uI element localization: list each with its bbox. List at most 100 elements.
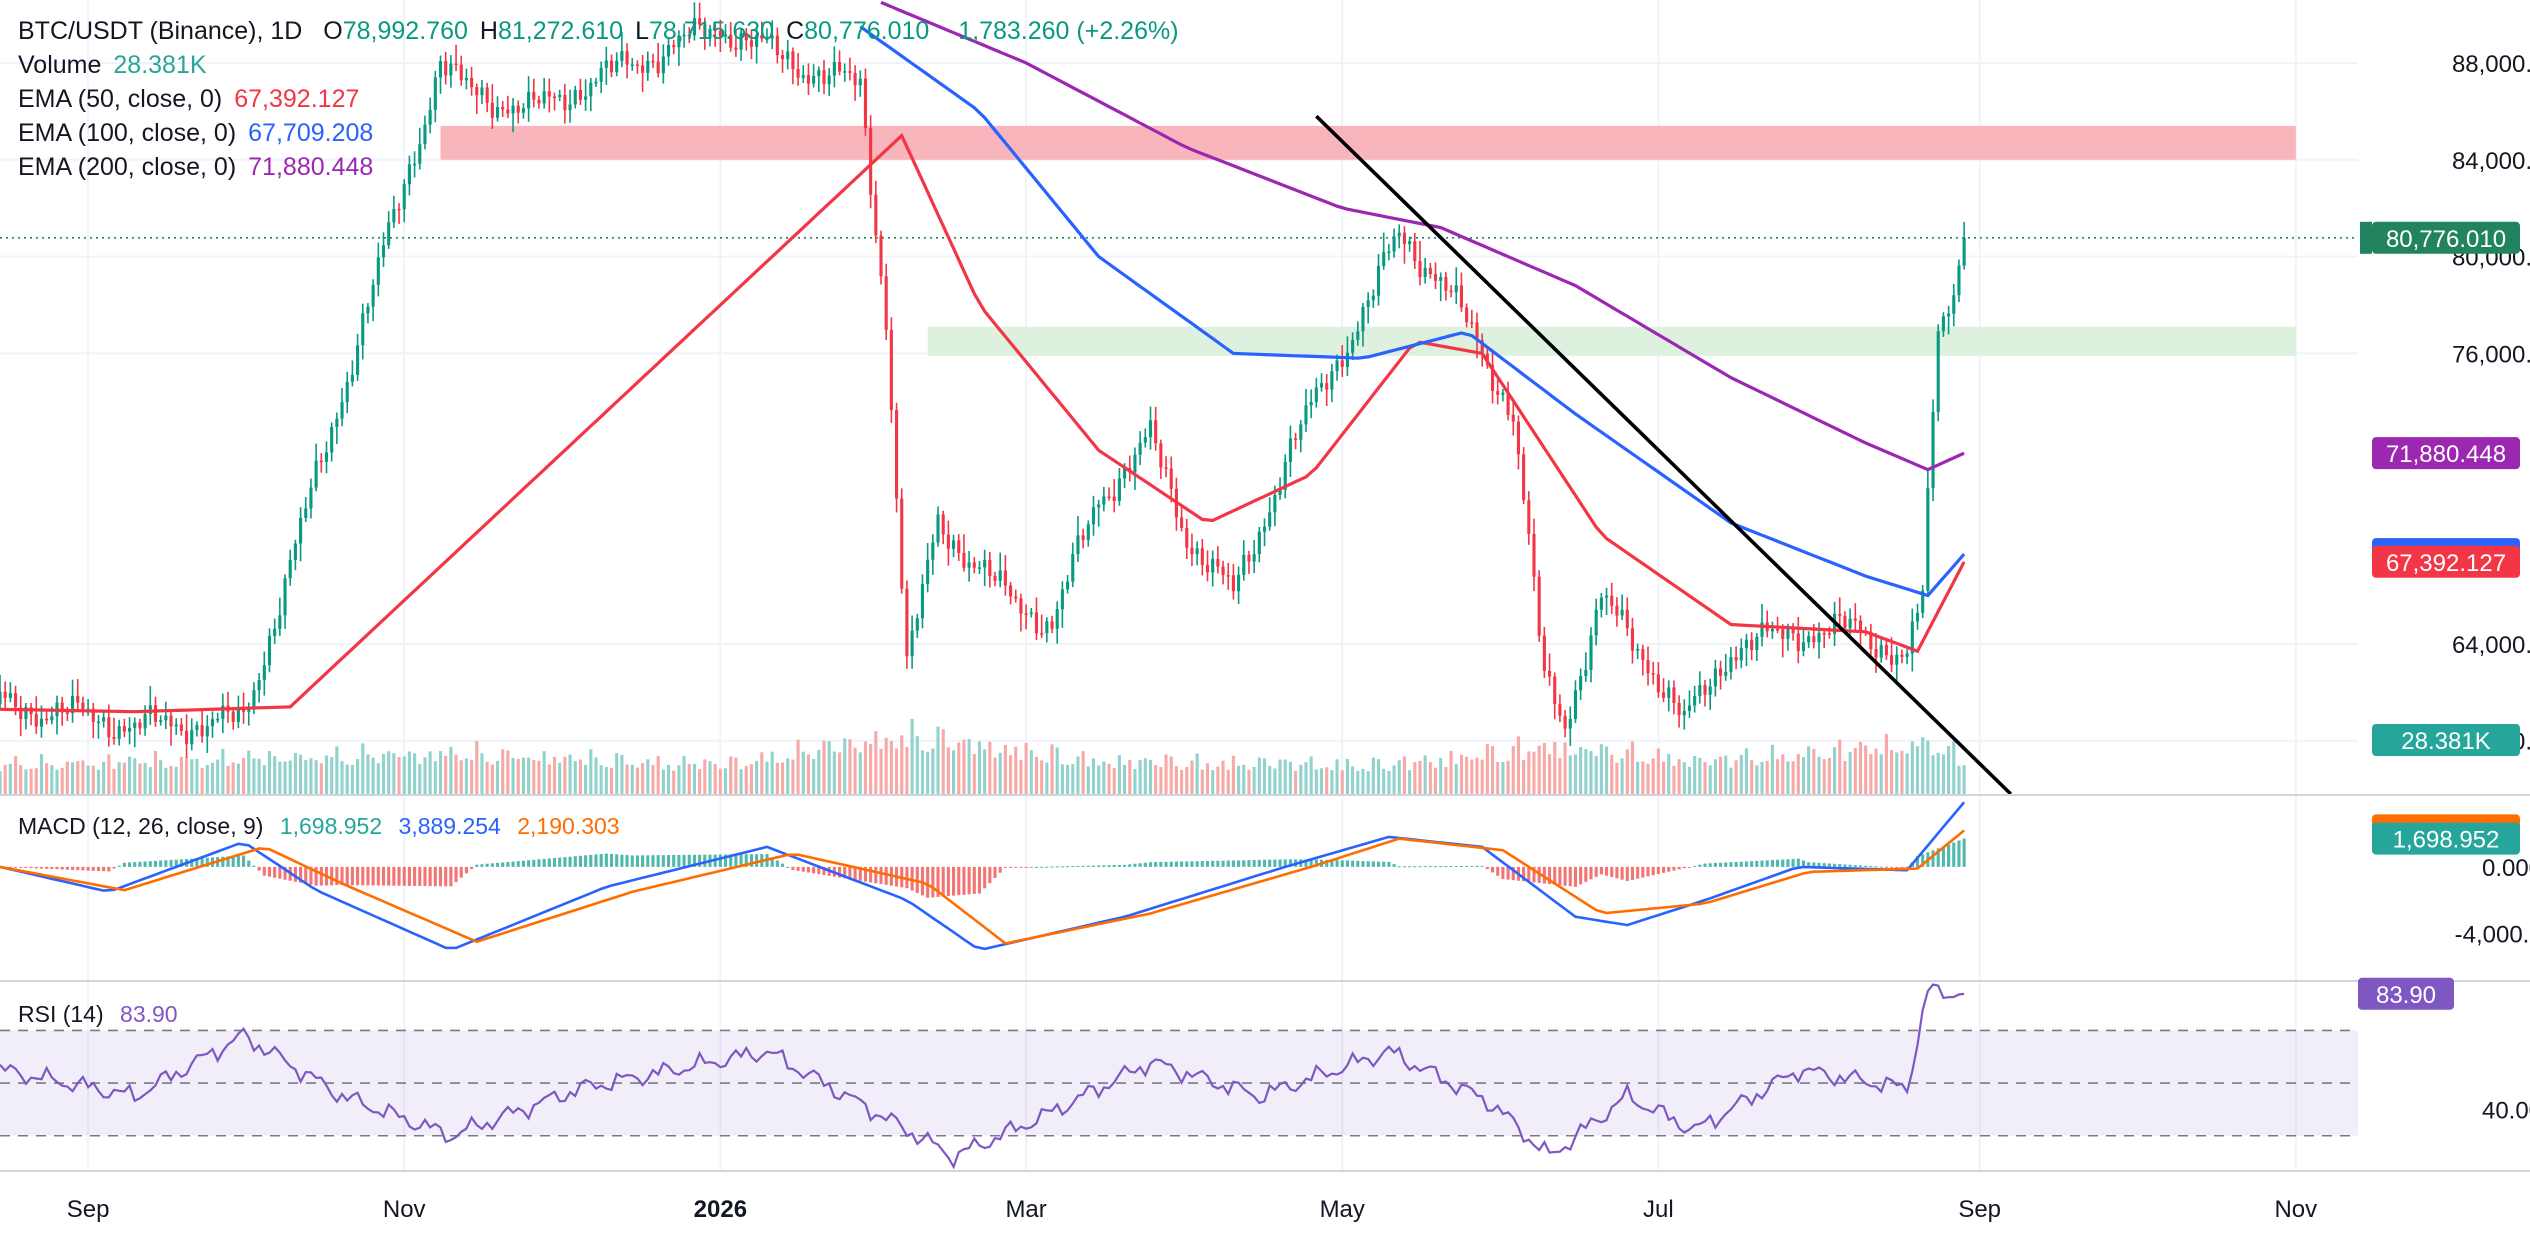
volume-bar bbox=[1915, 746, 1920, 794]
pane-dividers[interactable] bbox=[0, 794, 2530, 1172]
macd-hist-bar bbox=[1288, 859, 1292, 867]
candle-body bbox=[1091, 507, 1096, 525]
candle-body bbox=[692, 18, 696, 36]
candle-body bbox=[402, 184, 406, 210]
macd-hist-bar bbox=[1713, 863, 1717, 867]
macd-hist-bar bbox=[1387, 861, 1391, 867]
macd-hist-bar bbox=[293, 866, 297, 882]
macd-hist-bar bbox=[1838, 864, 1842, 867]
volume-bar bbox=[739, 769, 743, 794]
candle-body bbox=[858, 78, 862, 86]
volume-bar bbox=[1221, 760, 1225, 794]
candle-body bbox=[609, 60, 614, 73]
macd-hist-bar bbox=[1864, 865, 1868, 867]
candle-body bbox=[1216, 558, 1220, 567]
ema100-legend[interactable]: EMA (100, close, 0) 67,709.208 bbox=[18, 116, 1179, 150]
candle-body bbox=[1123, 468, 1127, 479]
candle-body bbox=[1392, 236, 1396, 252]
volume-bar bbox=[1760, 761, 1764, 794]
candle-body bbox=[407, 164, 411, 185]
candle-body bbox=[635, 64, 639, 67]
volume-bar bbox=[55, 769, 59, 794]
trendline[interactable] bbox=[1315, 114, 2013, 796]
volume-bar bbox=[537, 760, 541, 794]
candle-body bbox=[350, 374, 354, 382]
volume-bar bbox=[1154, 765, 1158, 794]
macd-hist-bar bbox=[236, 855, 240, 867]
ema50-legend[interactable]: EMA (50, close, 0) 67,392.127 bbox=[18, 82, 1179, 116]
price-zone[interactable] bbox=[927, 326, 2296, 356]
volume-bar bbox=[946, 747, 950, 794]
candle-body bbox=[143, 714, 147, 729]
candle-body bbox=[470, 77, 474, 88]
macd-hist-bar bbox=[1428, 866, 1432, 868]
volume-bar bbox=[687, 763, 691, 794]
volume-bar bbox=[1387, 770, 1391, 794]
volume-bar bbox=[1066, 764, 1070, 794]
volume-bar bbox=[786, 758, 790, 794]
candle-body bbox=[863, 78, 868, 129]
candle-body bbox=[1708, 686, 1712, 695]
price-zone[interactable] bbox=[440, 125, 2296, 160]
macd-hist-bar bbox=[1568, 866, 1572, 887]
volume-legend[interactable]: Volume 28.381K bbox=[18, 48, 1179, 82]
candle-body bbox=[879, 235, 883, 277]
macd-hist-bar bbox=[485, 863, 489, 867]
ema50-value: 67,392.127 bbox=[234, 85, 360, 113]
volume-bar bbox=[1351, 766, 1355, 794]
macd-legend[interactable]: MACD (12, 26, close, 9) 1,698.952 3,889.… bbox=[18, 813, 620, 840]
rsi-legend[interactable]: RSI (14) 83.90 bbox=[18, 1001, 178, 1028]
macd-hist-bar bbox=[366, 866, 370, 886]
macd-hist-bar bbox=[1594, 866, 1598, 877]
volume-bar bbox=[1501, 761, 1505, 794]
volume-bar bbox=[247, 750, 251, 794]
volume-bar bbox=[1900, 750, 1904, 794]
macd-hist-bar bbox=[1402, 866, 1406, 868]
ema-line-50 bbox=[0, 132, 1966, 714]
ema200-legend[interactable]: EMA (200, close, 0) 71,880.448 bbox=[18, 150, 1179, 184]
candle-body bbox=[739, 32, 743, 50]
candle-body bbox=[444, 61, 448, 76]
volume-bar bbox=[91, 765, 95, 794]
macd-hist-bar bbox=[1278, 859, 1282, 867]
candle-body bbox=[1848, 618, 1852, 629]
candle-body bbox=[905, 588, 909, 657]
candle-body bbox=[775, 35, 779, 56]
macd-hist-bar bbox=[8, 866, 12, 868]
volume-bar bbox=[190, 759, 194, 794]
macd-hist-bar bbox=[1226, 860, 1230, 867]
macd-hist-bar bbox=[1034, 866, 1039, 868]
candle-body bbox=[1097, 504, 1101, 508]
macd-hist-bar bbox=[672, 855, 676, 867]
ema100-label: EMA (100, close, 0) bbox=[18, 119, 237, 147]
macd-hist-bar bbox=[1102, 865, 1106, 867]
symbol-title[interactable]: BTC/USDT (Binance), 1D bbox=[18, 17, 303, 45]
candle-body bbox=[760, 35, 764, 39]
macd-hist-bar bbox=[314, 866, 318, 886]
macd-hist-bar bbox=[1397, 866, 1401, 868]
trendline-drawing[interactable] bbox=[1315, 114, 2013, 796]
candle-body bbox=[1371, 295, 1375, 301]
y-tick-label: 64,000.000 bbox=[2452, 632, 2530, 659]
x-tick-label: Nov bbox=[383, 1196, 426, 1223]
candle-body bbox=[413, 163, 417, 166]
volume-bar bbox=[273, 756, 277, 794]
candle-body bbox=[1547, 670, 1552, 677]
volume-bar bbox=[1558, 757, 1562, 794]
candle-body bbox=[874, 194, 878, 236]
volume-bar bbox=[1133, 769, 1137, 794]
macd-hist-bar bbox=[1314, 859, 1318, 867]
candle-body bbox=[1376, 265, 1381, 296]
macd-hist-bar bbox=[91, 866, 95, 871]
candle-body bbox=[1584, 669, 1588, 677]
volume-bar bbox=[330, 757, 334, 794]
volume-bar bbox=[926, 751, 930, 794]
candle-body bbox=[1801, 642, 1806, 652]
macd-hist-bar bbox=[1615, 866, 1619, 879]
volume-bar bbox=[1750, 760, 1754, 794]
macd-hist-bar bbox=[1719, 862, 1723, 867]
candle-body bbox=[698, 18, 702, 25]
volume-bar bbox=[931, 748, 935, 794]
volume-bar bbox=[1439, 758, 1443, 794]
candle-body bbox=[1594, 609, 1598, 636]
